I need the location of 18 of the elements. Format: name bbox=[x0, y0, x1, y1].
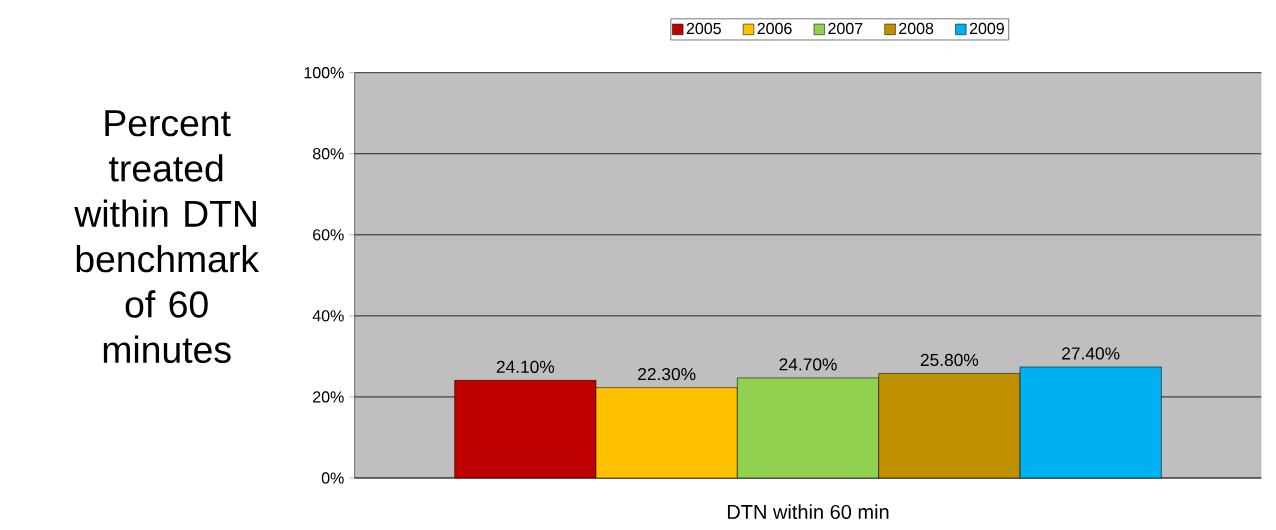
x-tick-label: DTN within 60 min bbox=[727, 504, 889, 520]
y-tick-label: 40% bbox=[312, 310, 344, 322]
legend-label: 2009 bbox=[969, 22, 1004, 35]
y-tick-label: 0% bbox=[321, 472, 344, 484]
y-tick-label: 80% bbox=[312, 148, 344, 160]
legend-label: 2007 bbox=[828, 22, 863, 35]
y-tick-label: 20% bbox=[313, 391, 344, 403]
data-label: 27.40% bbox=[1062, 347, 1120, 360]
y-tick-label: 60% bbox=[313, 229, 344, 241]
data-label: 25.80% bbox=[920, 353, 979, 367]
y-tick-label: 100% bbox=[304, 67, 344, 79]
legend-label: 2006 bbox=[757, 22, 792, 35]
data-label: 22.30% bbox=[638, 367, 696, 381]
data-label: 24.70% bbox=[779, 358, 837, 371]
legend-label: 2005 bbox=[686, 22, 721, 35]
data-label: 24.10% bbox=[496, 360, 555, 373]
y-axis-title: Percent treated within DTN benchmark of 60 minutes bbox=[74, 110, 260, 364]
legend-label: 2008 bbox=[899, 22, 934, 35]
